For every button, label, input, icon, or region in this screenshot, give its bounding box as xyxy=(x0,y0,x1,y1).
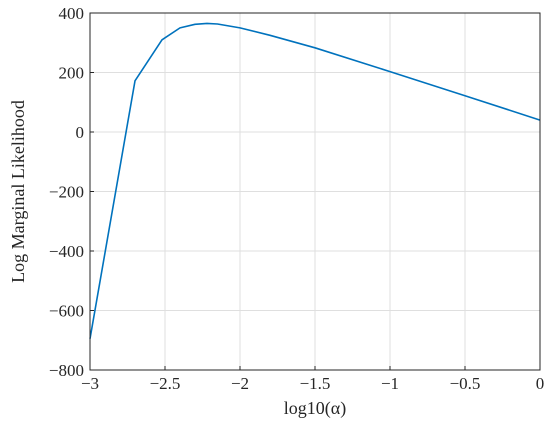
y-tick-label: −600 xyxy=(49,302,84,321)
series-line xyxy=(89,22,541,339)
x-tick-label: −3 xyxy=(81,374,99,393)
plot-area xyxy=(89,22,541,339)
grid-lines xyxy=(89,12,541,371)
x-axis-label: log10(α) xyxy=(284,398,346,419)
y-axis-label: Log Marginal Likelihood xyxy=(8,100,28,283)
x-tick-label: −1.5 xyxy=(300,374,331,393)
y-tick-label: 400 xyxy=(59,4,85,23)
axis-ticks: −3 −2.5 −2 −1.5 −1 −0.5 0 −800 −600 −400 −200 0 200 4… xyxy=(49,4,544,393)
x-tick-label: −2.5 xyxy=(150,374,181,393)
x-tick-label: −0.5 xyxy=(450,374,481,393)
y-tick-label: −200 xyxy=(49,183,84,202)
y-tick-label: −400 xyxy=(49,242,84,261)
y-tick-label: 200 xyxy=(59,64,85,83)
y-tick-label: −800 xyxy=(49,361,84,380)
x-tick-label: 0 xyxy=(536,374,545,393)
x-tick-label: −1 xyxy=(381,374,399,393)
y-tick-label: 0 xyxy=(76,123,85,142)
x-tick-label: −2 xyxy=(231,374,249,393)
